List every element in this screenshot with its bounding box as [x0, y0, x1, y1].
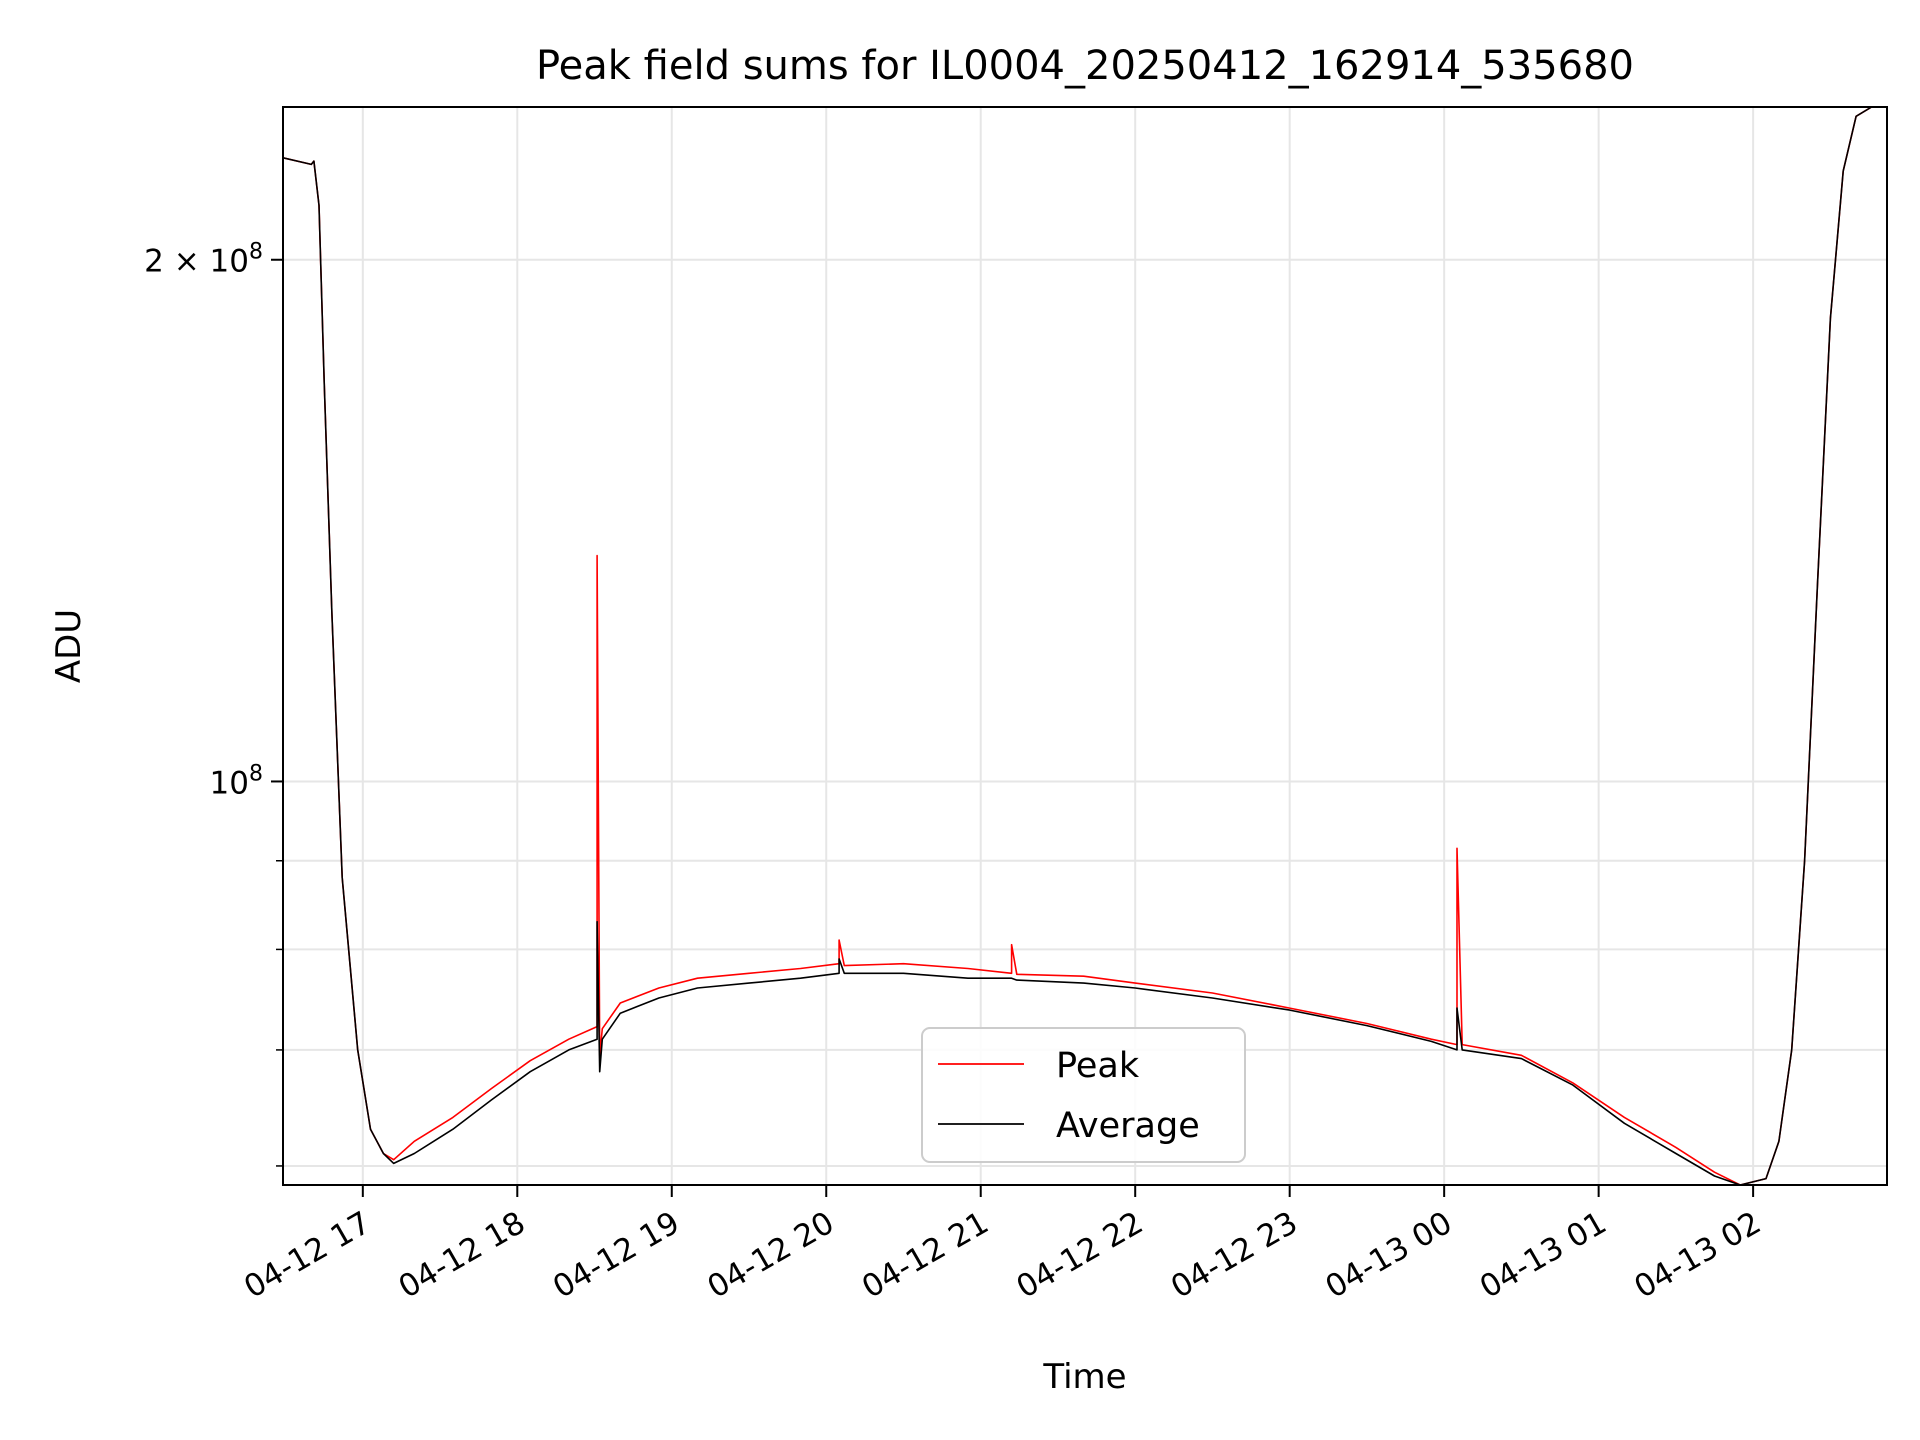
- series-lines: [283, 107, 1887, 1185]
- y-tick-label: 108: [210, 761, 263, 801]
- y-tick-label: 2 × 108: [144, 240, 263, 280]
- x-axis-label: Time: [1042, 1357, 1126, 1397]
- legend-label-average: Average: [1056, 1106, 1200, 1146]
- legend-box: [921, 1027, 1246, 1163]
- series-line-average: [283, 107, 1887, 1185]
- legend-label-peak: Peak: [1056, 1046, 1140, 1086]
- y-axis-label: ADU: [49, 609, 89, 683]
- chart-title: Peak field sums for IL0004_20250412_1629…: [536, 43, 1634, 89]
- legend: Peak Average: [921, 1027, 1246, 1163]
- plot-frame: [282, 106, 1888, 1186]
